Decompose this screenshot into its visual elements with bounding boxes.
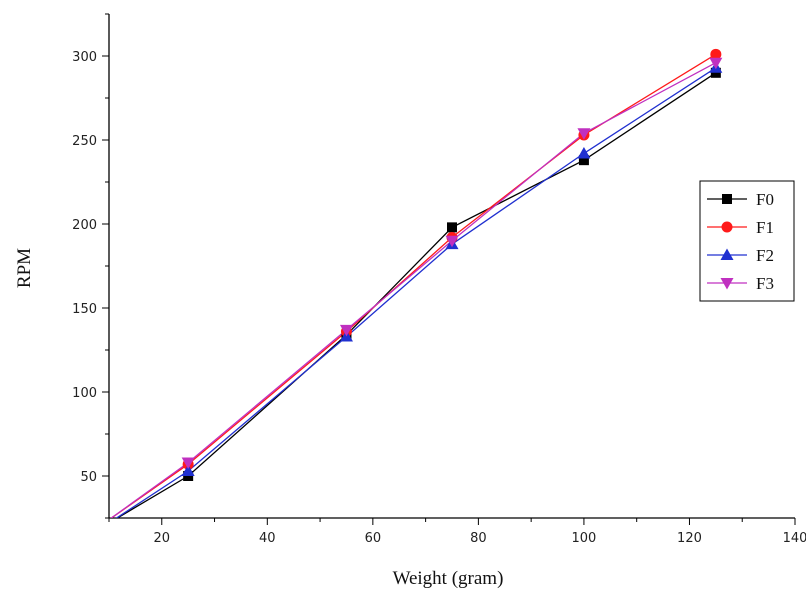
data-point-f2 xyxy=(181,464,195,476)
x-tick-label: 80 xyxy=(470,531,487,546)
data-point-f3 xyxy=(181,457,195,470)
axes: 20 40 60 80 100 120 140 50 100 150 200 250 300 xyxy=(72,13,806,546)
data-point-f3 xyxy=(577,128,591,140)
legend-marker-f1 xyxy=(721,221,733,233)
y-tick-label: 150 xyxy=(72,302,97,317)
data-point-f0 xyxy=(578,155,589,166)
legend-label-f1: F1 xyxy=(756,218,774,237)
x-tick-label: 140 xyxy=(783,531,806,546)
x-tick-label: 60 xyxy=(365,531,382,546)
series-line-f3 xyxy=(110,62,717,518)
y-tick-label: 200 xyxy=(72,218,97,233)
data-point-f0 xyxy=(447,222,457,233)
series-layer xyxy=(110,53,717,518)
legend-label-f0: F0 xyxy=(756,190,774,209)
data-point-f1 xyxy=(710,48,722,60)
x-tick-label: 120 xyxy=(677,531,702,546)
legend-marker-f0 xyxy=(722,194,732,204)
y-tick-label: 100 xyxy=(72,386,97,401)
y-axis-title: RPM xyxy=(14,248,35,288)
legend-label-f3: F3 xyxy=(756,274,774,293)
data-point-f3 xyxy=(445,235,459,248)
legend-marker-f3 xyxy=(720,278,734,290)
x-tick-label: 40 xyxy=(259,531,276,546)
data-point-f3 xyxy=(339,324,353,337)
y-tick-label: 250 xyxy=(72,134,97,149)
series-line-f2 xyxy=(115,67,717,518)
x-tick-label: 20 xyxy=(153,531,170,546)
legend-marker-f2 xyxy=(720,248,734,260)
y-tick-label: 50 xyxy=(80,470,97,485)
legend-label-f2: F2 xyxy=(756,246,774,265)
data-point-f0 xyxy=(710,67,721,78)
data-point-f3 xyxy=(709,57,723,70)
marker-layer xyxy=(181,48,723,481)
x-axis-title: Weight (gram) xyxy=(393,568,504,589)
legend: F0 F1 F2 F3 xyxy=(699,180,795,302)
series-line-f1 xyxy=(110,53,717,518)
y-tick-label: 300 xyxy=(72,50,97,65)
series-line-f0 xyxy=(116,72,717,518)
data-point-f0 xyxy=(183,471,194,481)
data-point-f2 xyxy=(577,146,591,159)
legend-box xyxy=(699,180,795,302)
x-tick-label: 100 xyxy=(572,531,597,546)
